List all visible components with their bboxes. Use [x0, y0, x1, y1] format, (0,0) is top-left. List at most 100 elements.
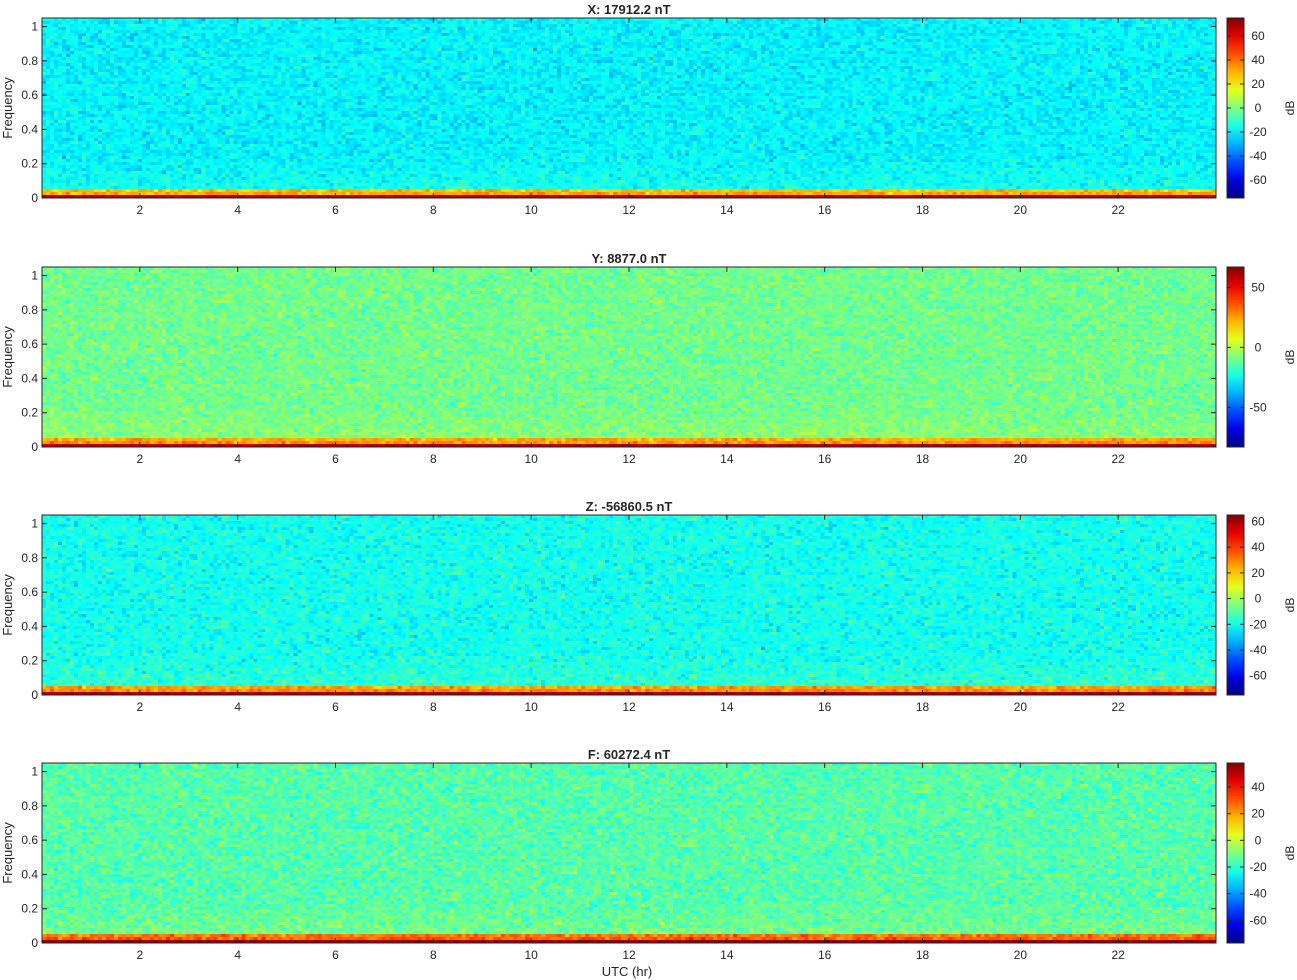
x-tick-label: 12 [622, 452, 636, 466]
x-tick-label: 2 [136, 452, 143, 466]
y-tick-label: 0.4 [21, 122, 38, 136]
colorbar [1226, 514, 1245, 696]
x-tick-label: 6 [332, 203, 339, 217]
x-tick-label: 22 [1111, 452, 1125, 466]
x-tick-label: 6 [332, 452, 339, 466]
y-axis-label: Frequency [0, 77, 15, 139]
colorbar-tick-label: 50 [1251, 280, 1265, 294]
x-tick-label: 4 [234, 700, 241, 714]
y-tick-label: 0.6 [21, 585, 38, 599]
y-tick-label: 0 [31, 688, 38, 702]
x-tick-label: 12 [622, 700, 636, 714]
colorbar-tick-label: -60 [1249, 669, 1267, 683]
x-axis-label: UTC (hr) [602, 964, 653, 979]
x-tick-label: 18 [916, 452, 930, 466]
colorbar-label: dB [1283, 846, 1297, 861]
colorbar-tick-label: 40 [1251, 780, 1265, 794]
y-tick-label: 1 [31, 517, 38, 531]
x-tick-label: 2 [136, 948, 143, 962]
x-tick-label: 18 [916, 203, 930, 217]
colorbar-tick-label: 60 [1251, 514, 1265, 528]
colorbar-tick-label: 0 [1255, 340, 1262, 354]
y-axis-label: Frequency [0, 822, 15, 884]
x-tick-label: 22 [1111, 700, 1125, 714]
y-tick-label: 0.4 [21, 867, 38, 881]
y-tick-label: 0.8 [21, 303, 38, 317]
y-tick-label: 0.8 [21, 799, 38, 813]
x-tick-label: 6 [332, 948, 339, 962]
x-tick-label: 16 [818, 700, 832, 714]
spectrogram-image [42, 267, 1216, 447]
colorbar-tick-label: 20 [1251, 807, 1265, 821]
colorbar-tick-label: 20 [1251, 566, 1265, 580]
colorbar-label: dB [1283, 350, 1297, 365]
x-tick-label: 8 [430, 203, 437, 217]
x-tick-label: 8 [430, 452, 437, 466]
colorbar-tick-label: 40 [1251, 53, 1265, 67]
x-tick-label: 20 [1014, 948, 1028, 962]
colorbar-tick-label: -20 [1249, 125, 1267, 139]
panel-1: X: 17912.2 nT2 4 6 8 10 12 14 16 18 20 2200.20.40.… [0, 2, 1297, 217]
x-tick-label: 8 [430, 948, 437, 962]
x-tick-label: 10 [524, 948, 538, 962]
y-tick-label: 0.4 [21, 619, 38, 633]
panel-title: Y: 8877.0 nT [592, 251, 667, 266]
x-tick-label: 4 [234, 452, 241, 466]
y-tick-label: 1 [31, 20, 38, 34]
x-tick-label: 4 [234, 203, 241, 217]
x-tick-label: 16 [818, 948, 832, 962]
colorbar-tick-label: -40 [1249, 149, 1267, 163]
panel-4: F: 60272.4 nT2 4 6 8 10 12 14 16 18 20 2200.20.40.… [0, 747, 1297, 962]
x-tick-label: 16 [818, 452, 832, 466]
y-axis-label: Frequency [0, 326, 15, 388]
colorbar [1226, 762, 1245, 944]
colorbar-label: dB [1283, 598, 1297, 613]
x-tick-label: 18 [916, 700, 930, 714]
y-tick-label: 0 [31, 440, 38, 454]
x-tick-label: 4 [234, 948, 241, 962]
colorbar-tick-label: -20 [1249, 617, 1267, 631]
colorbar-tick-label: 60 [1251, 29, 1265, 43]
x-tick-label: 14 [720, 948, 734, 962]
panel-2: Y: 8877.0 nT2 4 6 8 10 12 14 16 18 20 2200.20.40.6… [0, 251, 1297, 466]
spectrogram-image [42, 18, 1216, 198]
x-tick-label: 14 [720, 452, 734, 466]
x-tick-label: 2 [136, 203, 143, 217]
y-tick-label: 0.2 [21, 654, 38, 668]
colorbar-tick-label: 0 [1255, 101, 1262, 115]
y-tick-label: 0 [31, 191, 38, 205]
colorbar-tick-label: -40 [1249, 643, 1267, 657]
y-tick-label: 0.2 [21, 406, 38, 420]
spectrogram-image [42, 515, 1216, 695]
y-tick-label: 0.6 [21, 833, 38, 847]
y-tick-label: 1 [31, 765, 38, 779]
y-tick-label: 0.6 [21, 88, 38, 102]
x-tick-label: 12 [622, 948, 636, 962]
colorbar-tick-label: -20 [1249, 860, 1267, 874]
x-tick-label: 20 [1014, 700, 1028, 714]
y-tick-label: 1 [31, 269, 38, 283]
x-tick-label: 8 [430, 700, 437, 714]
colorbar-tick-label: -40 [1249, 887, 1267, 901]
x-tick-label: 20 [1014, 452, 1028, 466]
x-tick-label: 16 [818, 203, 832, 217]
y-tick-label: 0 [31, 936, 38, 950]
y-tick-label: 0.2 [21, 157, 38, 171]
colorbar-tick-label: -60 [1249, 913, 1267, 927]
colorbar-tick-label: 0 [1255, 833, 1262, 847]
x-tick-label: 10 [524, 700, 538, 714]
colorbar-tick-label: -60 [1249, 173, 1267, 187]
colorbar-tick-label: -50 [1249, 400, 1267, 414]
x-tick-label: 22 [1111, 948, 1125, 962]
y-tick-label: 0.8 [21, 54, 38, 68]
x-tick-label: 12 [622, 203, 636, 217]
x-tick-label: 14 [720, 700, 734, 714]
y-axis-label: Frequency [0, 574, 15, 636]
colorbar [1226, 266, 1245, 448]
x-tick-label: 20 [1014, 203, 1028, 217]
x-tick-label: 10 [524, 452, 538, 466]
x-tick-label: 18 [916, 948, 930, 962]
spectrogram-image [42, 763, 1216, 943]
x-tick-label: 6 [332, 700, 339, 714]
